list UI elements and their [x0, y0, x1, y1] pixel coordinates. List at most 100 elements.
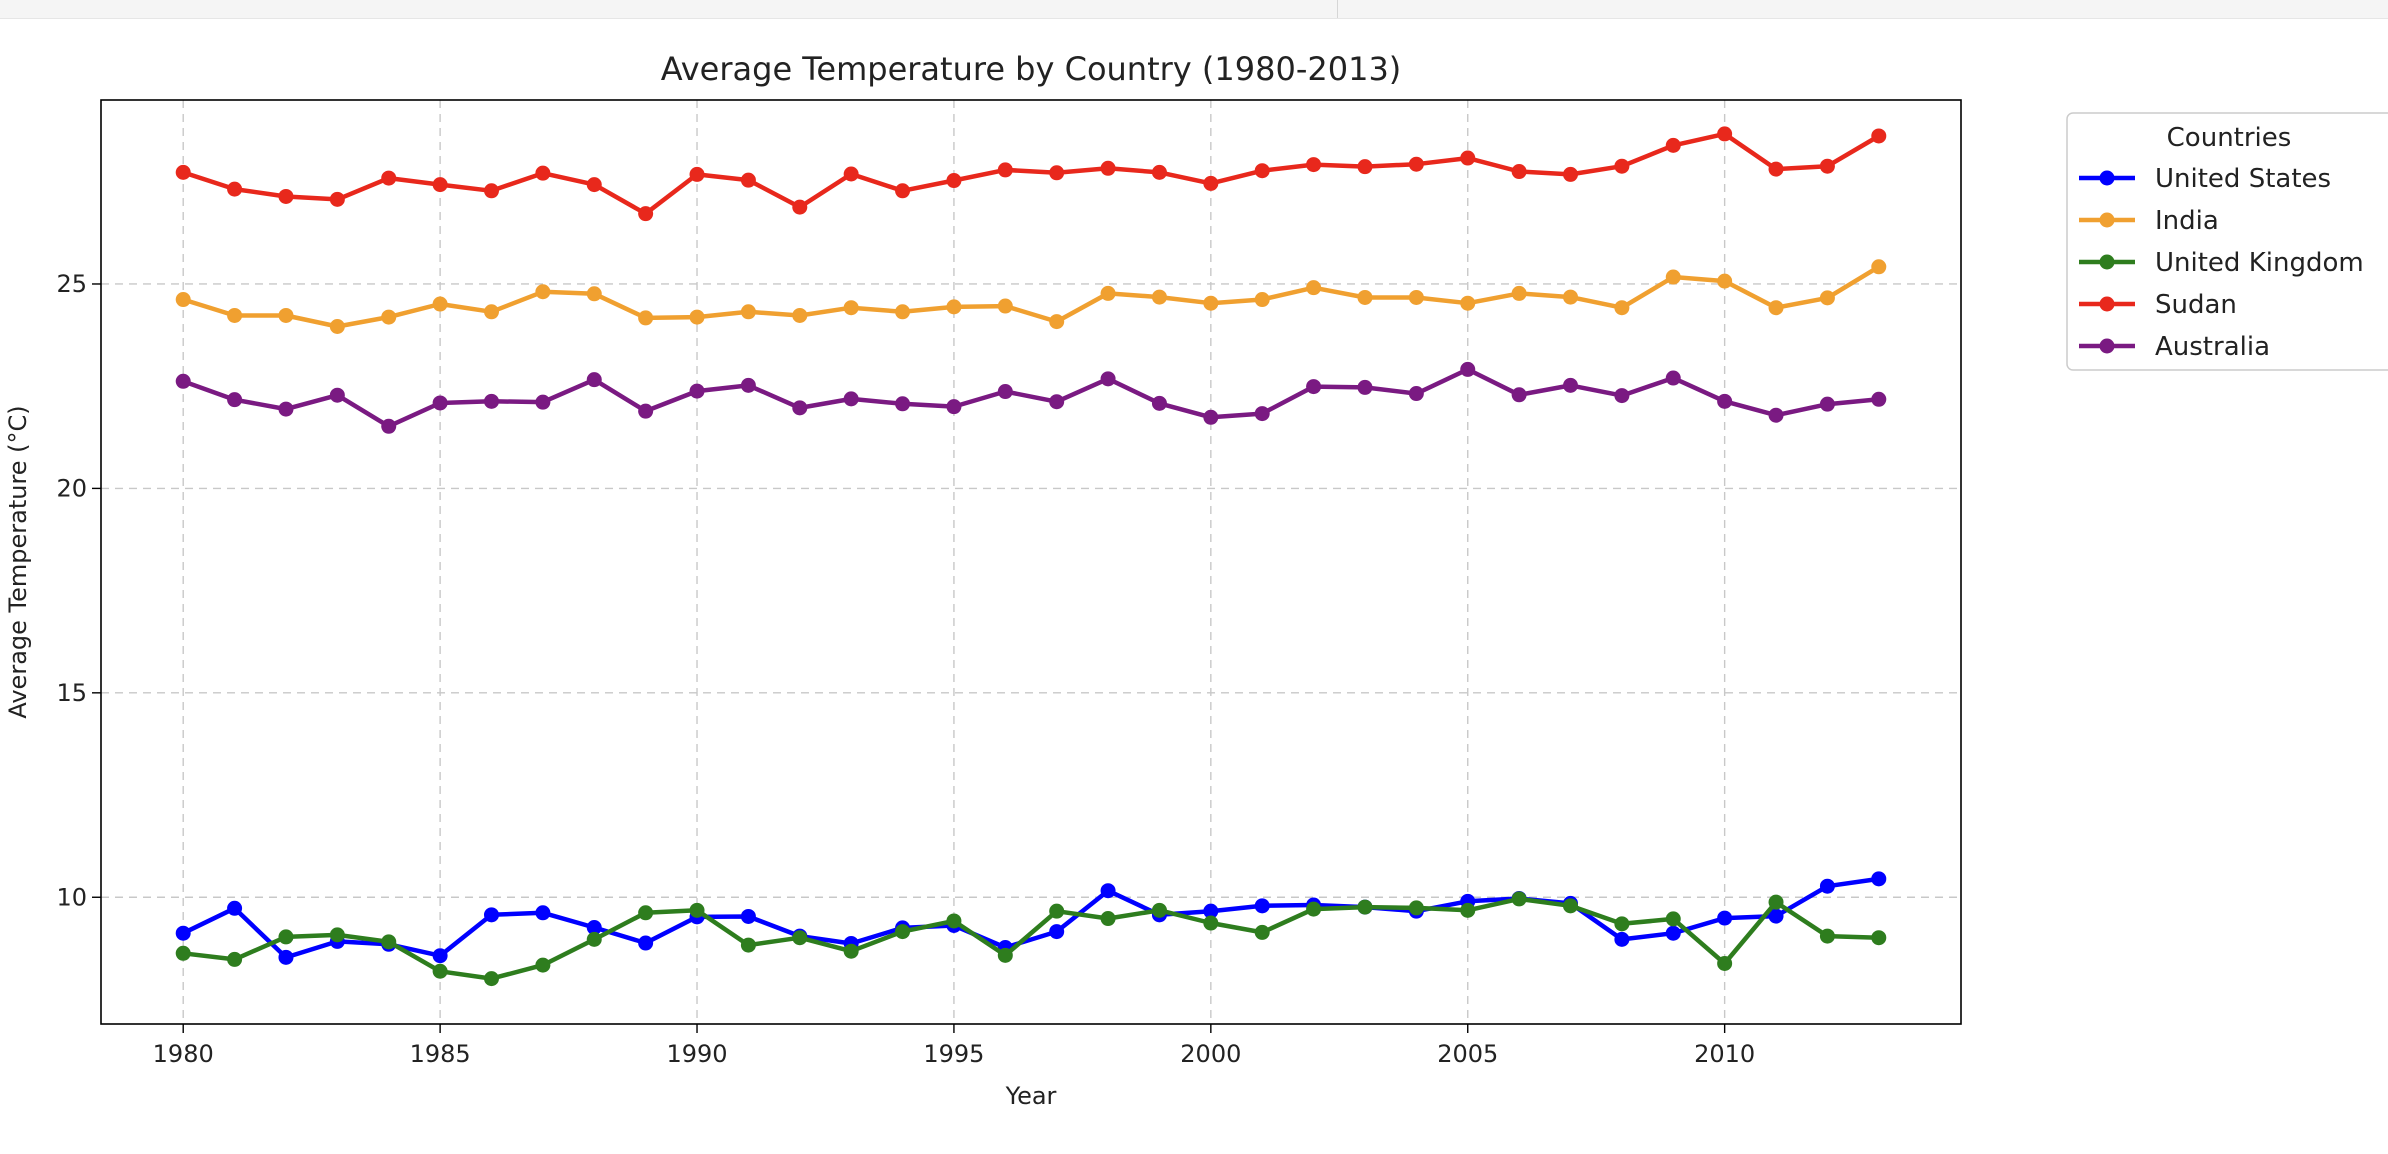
series-sudan	[175, 126, 1887, 222]
data-point-australia	[535, 394, 551, 410]
data-point-united-kingdom	[227, 951, 243, 967]
data-point-united-kingdom	[1614, 916, 1630, 932]
data-point-sudan	[946, 173, 962, 189]
x-tick-label: 1980	[153, 1040, 214, 1068]
data-point-india	[740, 304, 756, 320]
data-point-united-kingdom	[586, 931, 602, 947]
series-united-kingdom	[175, 891, 1887, 987]
data-point-india	[381, 309, 397, 325]
data-point-australia	[1203, 409, 1219, 425]
data-point-india	[227, 307, 243, 323]
data-point-australia	[1460, 361, 1476, 377]
legend-label: United Kingdom	[2155, 248, 2364, 278]
data-point-united-kingdom	[895, 924, 911, 940]
grid-lines	[101, 100, 1961, 1024]
data-point-united-kingdom	[946, 913, 962, 929]
legend-swatch-marker	[2099, 338, 2115, 354]
data-point-sudan	[1049, 165, 1065, 181]
data-point-india	[792, 307, 808, 323]
data-point-india	[1665, 269, 1681, 285]
data-point-india	[1460, 295, 1476, 311]
data-point-australia	[1306, 379, 1322, 395]
legend-label: Australia	[2155, 332, 2270, 362]
x-axis-label: Year	[1005, 1082, 1057, 1110]
data-point-australia	[1614, 388, 1630, 404]
data-point-sudan	[586, 177, 602, 193]
legend-swatch-marker	[2099, 212, 2115, 228]
x-tick-label: 2005	[1437, 1040, 1498, 1068]
data-point-australia	[997, 384, 1013, 400]
plot-area-frame	[100, 99, 1962, 1025]
data-point-sudan	[1100, 160, 1116, 176]
data-point-sudan	[175, 164, 191, 180]
data-point-sudan	[1665, 137, 1681, 153]
data-point-australia	[740, 377, 756, 393]
data-point-india	[1151, 289, 1167, 305]
data-point-united-states	[1871, 871, 1887, 887]
data-point-united-kingdom	[1563, 898, 1579, 914]
data-point-united-states	[638, 935, 654, 951]
data-point-india	[175, 292, 191, 308]
data-point-united-kingdom	[997, 947, 1013, 963]
data-point-united-kingdom	[1203, 915, 1219, 931]
data-point-sudan	[689, 166, 705, 182]
data-point-united-kingdom	[740, 937, 756, 953]
data-point-sudan	[227, 181, 243, 197]
data-point-india	[1563, 289, 1579, 305]
data-point-sudan	[1563, 166, 1579, 182]
data-point-united-kingdom	[329, 927, 345, 943]
legend-swatch-marker	[2099, 254, 2115, 270]
chart-title: Average Temperature by Country (1980-201…	[661, 50, 1402, 88]
data-point-india	[843, 300, 859, 316]
data-point-united-kingdom	[1306, 901, 1322, 917]
data-point-india	[1357, 289, 1373, 305]
data-point-australia	[278, 401, 294, 417]
data-point-sudan	[1819, 158, 1835, 174]
data-point-sudan	[1614, 158, 1630, 174]
legend-swatch-marker	[2099, 296, 2115, 312]
data-point-australia	[175, 373, 191, 389]
data-point-india	[1254, 292, 1270, 308]
legend-entry-sudan: Sudan	[2079, 290, 2237, 320]
data-point-united-states	[1665, 925, 1681, 941]
series-india	[175, 259, 1887, 335]
data-point-sudan	[638, 206, 654, 222]
x-tick-label: 1990	[666, 1040, 727, 1068]
data-point-india	[946, 299, 962, 315]
data-point-india	[1203, 295, 1219, 311]
data-point-sudan	[1203, 175, 1219, 191]
data-point-australia	[1871, 391, 1887, 407]
legend-entry-india: India	[2079, 206, 2219, 236]
data-point-sudan	[895, 183, 911, 199]
data-point-united-kingdom	[1768, 894, 1784, 910]
data-point-united-kingdom	[483, 971, 499, 987]
data-point-sudan	[432, 177, 448, 193]
data-point-united-states	[483, 907, 499, 923]
data-point-australia	[638, 403, 654, 419]
data-point-sudan	[740, 172, 756, 188]
y-tick-label: 15	[56, 679, 87, 707]
data-point-australia	[483, 393, 499, 409]
data-point-united-kingdom	[432, 963, 448, 979]
data-point-united-kingdom	[1151, 902, 1167, 918]
data-point-united-states	[1614, 931, 1630, 947]
data-point-united-states	[1254, 898, 1270, 914]
legend-entry-united-kingdom: United Kingdom	[2079, 248, 2364, 278]
data-point-united-kingdom	[1254, 924, 1270, 940]
legend-label: India	[2155, 206, 2219, 236]
window-top-bar	[0, 0, 2388, 19]
top-bar-divider	[1337, 0, 1338, 18]
data-point-australia	[946, 399, 962, 415]
series-united-states	[175, 871, 1887, 965]
data-point-united-states	[175, 925, 191, 941]
data-point-united-states	[227, 900, 243, 916]
y-axis-label: Average Temperature (°C)	[4, 405, 32, 718]
data-point-sudan	[997, 162, 1013, 178]
data-point-australia	[1151, 395, 1167, 411]
data-point-india	[1408, 289, 1424, 305]
data-point-australia	[1819, 396, 1835, 412]
data-point-sudan	[1306, 157, 1322, 173]
data-point-united-states	[535, 905, 551, 921]
data-point-sudan	[278, 188, 294, 204]
